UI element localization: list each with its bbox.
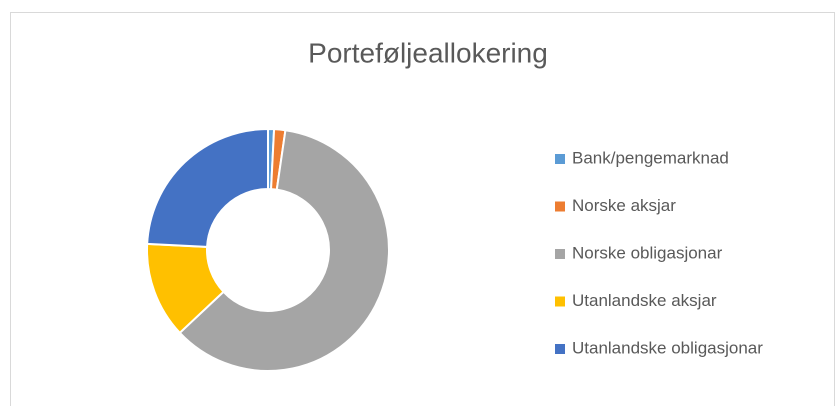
legend-swatch xyxy=(555,249,565,259)
legend-swatch xyxy=(555,296,565,307)
legend-label: Bank/pengemarknad xyxy=(572,148,729,167)
legend-swatch xyxy=(555,154,565,164)
donut-slice xyxy=(178,129,390,372)
legend-label: Utanlandske obligasjonar xyxy=(572,338,763,357)
legend-swatch xyxy=(555,201,565,212)
legend-label: Utanlandske aksjar xyxy=(572,291,717,310)
donut-slice xyxy=(146,127,269,248)
legend-label: Norske obligasjonar xyxy=(572,243,723,262)
chart-frame xyxy=(10,12,835,406)
chart-title: Porteføljeallokering xyxy=(308,37,548,68)
legend-swatch xyxy=(555,344,565,354)
legend-label: Norske aksjar xyxy=(572,196,676,215)
